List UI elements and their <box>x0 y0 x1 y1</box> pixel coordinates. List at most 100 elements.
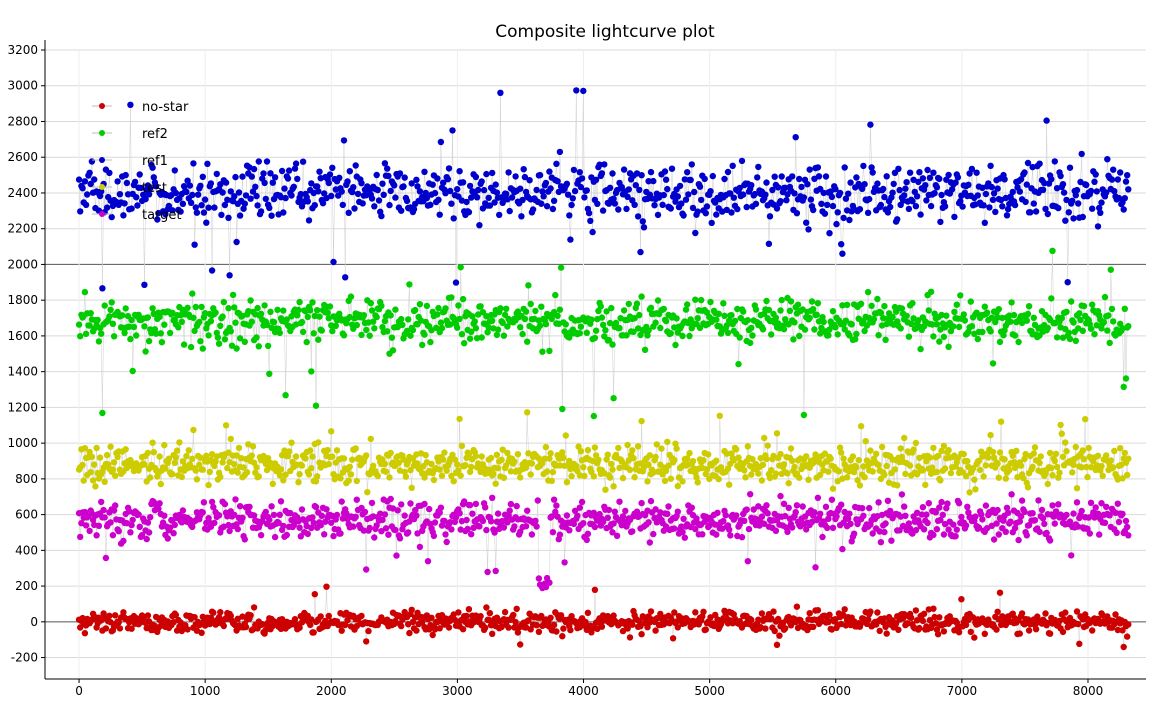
point-test <box>150 449 157 456</box>
point-test <box>785 480 792 487</box>
point-ref2 <box>748 324 755 332</box>
point-target <box>605 506 613 514</box>
point-target <box>646 539 653 546</box>
point-target <box>869 530 876 537</box>
point-target <box>811 509 818 516</box>
point-ref1 <box>492 181 499 188</box>
point-ref2 <box>950 323 957 330</box>
point-test <box>825 468 832 475</box>
point-test <box>176 439 183 446</box>
point-ref1 <box>818 200 825 207</box>
point-test <box>1117 445 1124 452</box>
point-ref2 <box>877 309 885 317</box>
point-test <box>705 451 712 458</box>
point-ref1 <box>378 212 385 220</box>
point-ref2 <box>442 305 449 312</box>
point-ref2 <box>744 317 751 324</box>
point-ref1 <box>754 174 761 181</box>
point-test <box>693 474 700 481</box>
point-ref2 <box>1010 311 1018 319</box>
point-test <box>995 474 1002 481</box>
point-ref2 <box>253 334 260 341</box>
point-target <box>489 494 496 501</box>
point-target <box>994 506 1001 514</box>
y-tick-label: 2400 <box>7 186 38 200</box>
point-ref1 <box>517 185 524 192</box>
point-ref1 <box>1111 188 1118 195</box>
point-target <box>469 510 476 517</box>
point-ref2 <box>1077 316 1084 324</box>
point-ref1 <box>1120 206 1127 213</box>
point-ref2 <box>834 331 841 338</box>
point-test <box>472 452 480 460</box>
point-test <box>312 478 320 485</box>
point-ref2 <box>499 319 506 327</box>
point-test <box>349 456 356 463</box>
point-ref2 <box>654 297 662 304</box>
point-ref1 <box>994 185 1001 192</box>
point-ref1 <box>696 183 704 190</box>
point-target <box>679 528 686 536</box>
point-ref2 <box>903 312 910 319</box>
point-ref1 <box>866 195 873 203</box>
point-test <box>315 439 322 446</box>
point-ref1 <box>192 204 199 211</box>
point-test <box>972 486 979 493</box>
point-target <box>1015 536 1022 544</box>
point-ref1 <box>290 183 297 190</box>
point-no-star <box>392 617 399 625</box>
point-ref1 <box>688 161 695 168</box>
point-ref2 <box>682 306 690 313</box>
point-test <box>185 447 192 454</box>
point-ref1 <box>200 209 208 216</box>
point-ref1 <box>538 200 545 207</box>
point-ref2 <box>99 409 106 417</box>
point-test <box>465 450 473 458</box>
point-ref1 <box>1027 209 1034 216</box>
point-test <box>352 445 359 452</box>
point-no-star <box>874 609 881 616</box>
point-test <box>674 482 681 490</box>
point-target <box>321 531 328 538</box>
point-no-star <box>647 608 655 615</box>
point-ref1 <box>678 200 685 207</box>
point-ref2 <box>1072 337 1080 344</box>
point-ref1 <box>225 214 232 221</box>
point-test <box>715 475 722 483</box>
point-test <box>969 465 977 472</box>
point-test <box>1044 480 1052 488</box>
point-test <box>340 455 348 462</box>
point-target <box>664 510 671 518</box>
point-ref2 <box>370 318 377 325</box>
point-ref2 <box>938 311 945 319</box>
point-ref2 <box>852 336 859 343</box>
point-ref1 <box>180 183 188 190</box>
point-target <box>576 504 583 511</box>
point-ref1 <box>280 209 287 216</box>
point-ref1 <box>639 218 646 225</box>
point-test <box>821 450 829 457</box>
point-test <box>817 471 824 479</box>
point-target <box>622 507 629 515</box>
point-test <box>443 467 450 474</box>
point-target <box>1018 497 1026 504</box>
point-ref2 <box>189 290 196 297</box>
point-ref1 <box>974 192 981 199</box>
legend-marker <box>99 211 105 217</box>
point-test <box>449 451 456 458</box>
point-ref2 <box>427 338 434 346</box>
point-ref2 <box>191 327 198 335</box>
point-ref1 <box>81 178 89 185</box>
point-ref1 <box>197 182 204 189</box>
point-test <box>759 461 767 468</box>
point-no-star <box>486 609 494 617</box>
point-target <box>405 529 412 536</box>
point-target <box>745 525 753 533</box>
point-test <box>364 489 371 496</box>
point-ref1 <box>902 185 909 192</box>
point-ref1 <box>694 208 701 215</box>
point-ref2 <box>387 312 394 319</box>
point-ref1 <box>227 188 234 195</box>
point-test <box>1006 467 1013 474</box>
point-ref1 <box>359 200 366 207</box>
